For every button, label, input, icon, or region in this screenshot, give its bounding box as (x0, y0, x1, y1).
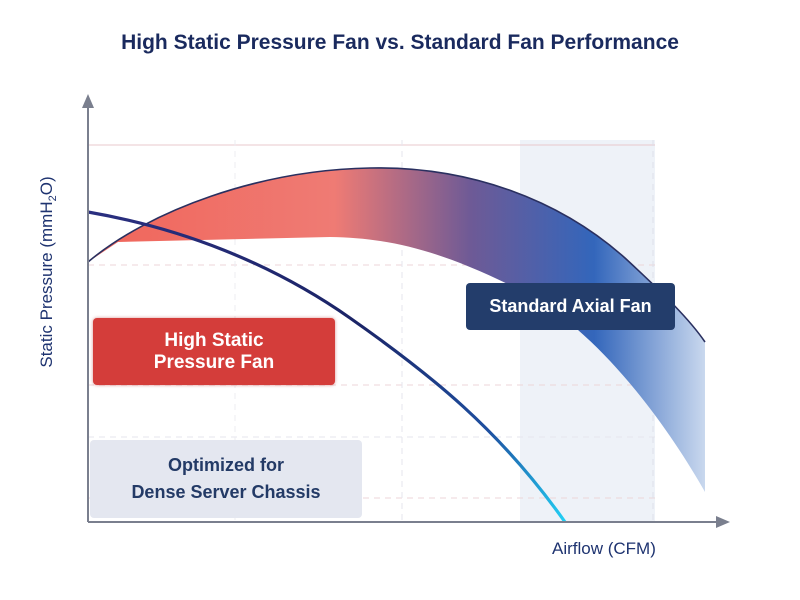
x-axis-label: Airflow (CFM) (552, 539, 656, 558)
label-line: Optimized for (168, 455, 284, 475)
optimized-note-label: Optimized for Dense Server Chassis (90, 440, 362, 518)
label-line: Dense Server Chassis (131, 482, 321, 502)
label-line: Pressure Fan (153, 351, 275, 373)
chart-title: High Static Pressure Fan vs. Standard Fa… (121, 31, 679, 54)
y-axis-label-subscript: 2 (47, 195, 60, 202)
y-axis-label-text: Static Pressure (mmH (36, 201, 56, 368)
y-axis-label: Static Pressure (mmH2O) (37, 176, 59, 367)
standard-axial-fan-label: Standard Axial Fan (466, 283, 675, 330)
high-static-pressure-curve (87, 210, 567, 523)
label-line: High Static (164, 329, 264, 351)
standard-fan-band (88, 167, 705, 492)
high-static-pressure-fan-label: High Static Pressure Fan (93, 318, 335, 385)
axes (82, 94, 730, 528)
y-axis-label-suffix: O) (36, 176, 56, 196)
